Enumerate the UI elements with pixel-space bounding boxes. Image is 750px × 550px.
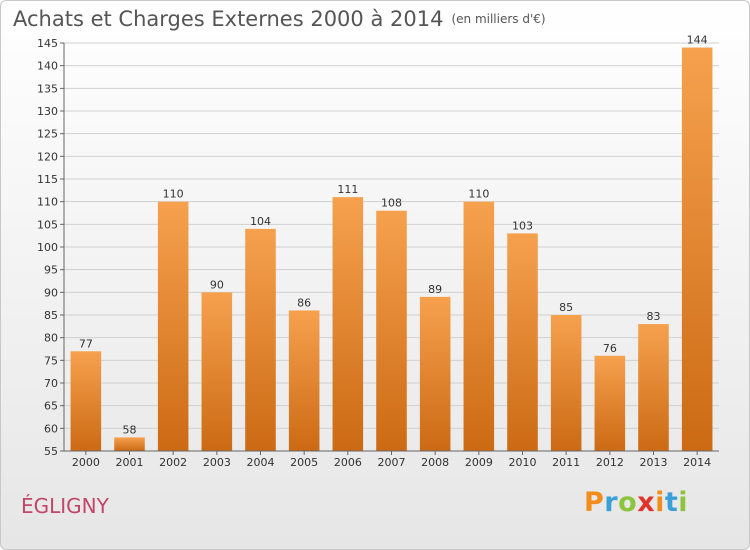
y-tick-label: 75 xyxy=(44,354,58,367)
title-text: Achats et Charges Externes 2000 à 2014 xyxy=(13,7,444,31)
bar-2014 xyxy=(681,47,713,452)
bar-2003 xyxy=(201,292,233,451)
bar-2008 xyxy=(419,296,451,451)
value-label-2008: 89 xyxy=(428,283,442,296)
y-tick-label: 140 xyxy=(37,60,58,73)
logo-letter: P xyxy=(584,487,605,518)
y-tick-label: 125 xyxy=(37,128,58,141)
logo-letter: o xyxy=(618,487,638,518)
x-tick-label-2008: 2008 xyxy=(421,456,449,469)
bar-2007 xyxy=(376,210,407,451)
value-label-2001: 58 xyxy=(123,423,137,436)
value-label-2005: 86 xyxy=(297,296,311,309)
y-tick-label: 95 xyxy=(44,264,58,277)
value-label-2009: 110 xyxy=(468,188,489,201)
y-tick-label: 130 xyxy=(37,105,58,118)
x-tick-label-2006: 2006 xyxy=(334,456,362,469)
proxiti-logo[interactable]: Proxiti xyxy=(584,487,688,518)
value-label-2010: 103 xyxy=(512,219,533,232)
bar-2004 xyxy=(245,228,276,451)
logo-letter: i xyxy=(678,487,689,518)
x-tick-label-2010: 2010 xyxy=(509,456,537,469)
logo-letter: i xyxy=(655,487,665,518)
value-label-2011: 85 xyxy=(559,301,573,314)
x-tick-label-2014: 2014 xyxy=(683,456,711,469)
logo-letter: x xyxy=(637,487,656,518)
chart-title: Achats et Charges Externes 2000 à 2014 (e… xyxy=(13,7,546,31)
x-tick-label-2011: 2011 xyxy=(552,456,580,469)
value-label-2004: 104 xyxy=(250,215,271,228)
x-tick-label-2013: 2013 xyxy=(640,456,668,469)
value-label-2002: 110 xyxy=(163,188,184,201)
axes: 55 60 65 70 75 80 85 90 95 100 105 110 115 120 125 130 1… xyxy=(37,37,719,469)
commune-name: ÉGLIGNY xyxy=(21,494,109,518)
y-tick-label: 60 xyxy=(44,422,58,435)
bar-2000 xyxy=(70,351,102,451)
y-tick-label: 105 xyxy=(37,218,58,231)
x-tick-label-2005: 2005 xyxy=(290,456,318,469)
x-tick-label-2002: 2002 xyxy=(159,456,187,469)
bars: 77 58 110 90 104 86 111 108 89 110 103 85 76 83 144 xyxy=(70,34,713,452)
value-label-2000: 77 xyxy=(79,337,93,350)
bar-2013 xyxy=(638,324,669,451)
x-tick-label-2000: 2000 xyxy=(72,456,100,469)
y-tick-label: 100 xyxy=(37,241,58,254)
bar-2006 xyxy=(332,197,364,451)
value-label-2013: 83 xyxy=(647,310,661,323)
bar-2001 xyxy=(114,437,145,451)
logo-letter: r xyxy=(604,487,619,518)
x-tick-label-2009: 2009 xyxy=(465,456,493,469)
y-tick-label: 145 xyxy=(37,37,58,50)
x-tick-label-2007: 2007 xyxy=(378,456,406,469)
y-tick-label: 115 xyxy=(37,173,58,186)
x-tick-label-2003: 2003 xyxy=(203,456,231,469)
y-tick-label: 110 xyxy=(37,196,58,209)
y-tick-label: 120 xyxy=(37,150,58,163)
value-label-2003: 90 xyxy=(210,278,224,291)
y-tick-label: 70 xyxy=(44,377,58,390)
y-tick-label: 80 xyxy=(44,332,58,345)
unit-label: (en milliers d'€) xyxy=(451,12,546,26)
x-tick-label-2012: 2012 xyxy=(596,456,624,469)
bar-2005 xyxy=(288,310,320,451)
value-label-2006: 111 xyxy=(337,183,358,196)
y-tick-label: 65 xyxy=(44,400,58,413)
y-tick-label: 85 xyxy=(44,309,58,322)
value-label-2014: 144 xyxy=(687,34,708,47)
y-tick-label: 55 xyxy=(44,445,58,458)
bar-2010 xyxy=(507,233,538,451)
x-tick-label-2001: 2001 xyxy=(116,456,144,469)
y-tick-label: 135 xyxy=(37,82,58,95)
bar-2012 xyxy=(594,355,626,451)
x-tick-label-2004: 2004 xyxy=(247,456,275,469)
bar-2009 xyxy=(463,201,495,451)
logo-letter: t xyxy=(664,487,679,518)
bar-2011 xyxy=(550,315,582,451)
value-label-2012: 76 xyxy=(603,342,617,355)
value-label-2007: 108 xyxy=(381,197,402,210)
bar-2002 xyxy=(157,201,189,451)
y-tick-label: 90 xyxy=(44,286,58,299)
